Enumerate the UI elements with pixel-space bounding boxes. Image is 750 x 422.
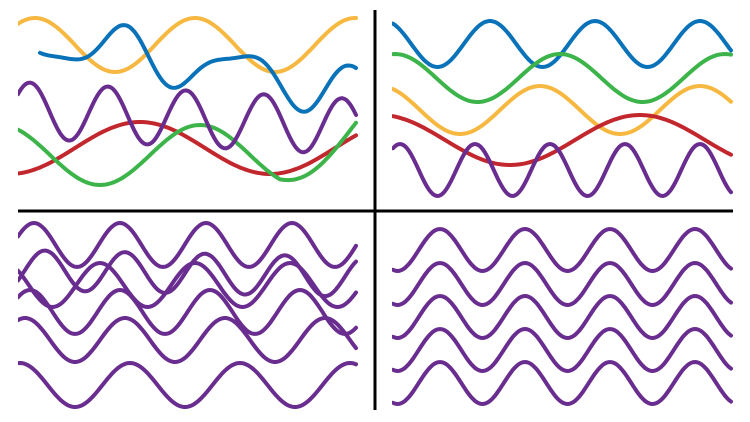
wave [392, 326, 733, 374]
wave [392, 359, 733, 407]
wave [18, 80, 358, 155]
panel-bottom-right [392, 226, 733, 407]
wave [392, 51, 733, 104]
wave [18, 120, 358, 176]
panel-top-left [18, 16, 358, 188]
wave [392, 18, 733, 70]
wave [392, 260, 733, 308]
wave [18, 287, 358, 336]
wave [392, 141, 733, 199]
wave [18, 16, 358, 74]
wave [18, 316, 358, 364]
wave [392, 226, 733, 274]
wave [18, 360, 358, 409]
wave [18, 248, 358, 299]
wave [392, 84, 733, 136]
panel-bottom-left [18, 220, 358, 409]
wave [392, 293, 733, 341]
wave [18, 220, 358, 269]
wave [392, 113, 733, 167]
wave [38, 23, 358, 114]
wave [18, 120, 358, 188]
panel-top-right [392, 18, 733, 199]
